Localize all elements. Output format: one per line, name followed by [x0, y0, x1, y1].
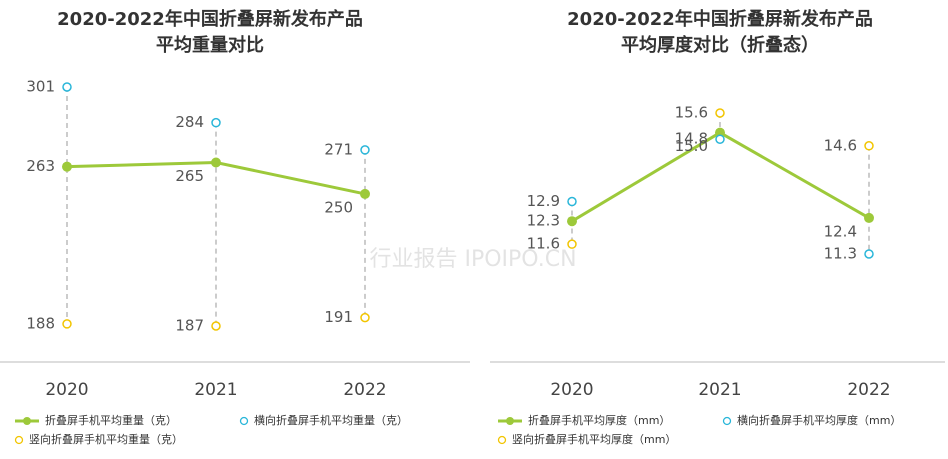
- value-label: 250: [324, 198, 353, 216]
- point: [360, 145, 370, 155]
- point: [62, 82, 72, 92]
- point: [211, 157, 221, 168]
- chart-title: 2020-2022年中国折叠屏新发布产品: [57, 8, 363, 30]
- point: [567, 216, 577, 227]
- point: [62, 161, 72, 172]
- point: [715, 108, 725, 118]
- legend-marker: [506, 417, 514, 425]
- value-label: 15.6: [675, 104, 708, 122]
- point: [211, 321, 221, 331]
- legend-label: 横向折叠屏手机平均厚度（mm）: [737, 413, 901, 427]
- chart-title: 平均重量对比: [156, 34, 264, 56]
- legend-label: 折叠屏手机平均重量（克）: [45, 413, 177, 427]
- point: [715, 127, 725, 138]
- point: [211, 117, 221, 128]
- point: [864, 212, 874, 223]
- value-label: 15.0: [675, 137, 708, 155]
- watermark: 行业报告 IPOIPO.CN: [369, 247, 576, 272]
- x-tick-label: 2022: [847, 380, 890, 400]
- point: [567, 239, 577, 249]
- x-tick-label: 2022: [343, 380, 386, 400]
- point: [864, 141, 874, 151]
- point: [715, 134, 725, 144]
- value-label: 284: [175, 113, 204, 131]
- chart-title: 2020-2022年中国折叠屏新发布产品: [567, 8, 873, 30]
- value-label: 11.6: [527, 235, 560, 253]
- value-label: 12.3: [527, 212, 560, 230]
- value-label: 271: [324, 140, 353, 158]
- x-tick-label: 2020: [550, 380, 593, 400]
- legend-marker: [23, 417, 31, 425]
- point: [567, 196, 577, 207]
- value-label: 12.4: [824, 222, 857, 240]
- point: [360, 188, 370, 199]
- x-tick-label: 2021: [698, 380, 741, 400]
- value-label: 301: [26, 78, 55, 96]
- chart-title: 平均厚度对比（折叠态）: [621, 34, 819, 56]
- value-label: 11.3: [824, 245, 857, 263]
- legend-label: 竖向折叠屏手机平均重量（克）: [29, 432, 183, 446]
- value-label: 14.6: [824, 136, 857, 154]
- value-label: 263: [26, 157, 55, 175]
- value-label: 265: [175, 167, 204, 185]
- value-label: 191: [324, 308, 353, 326]
- point: [62, 319, 72, 329]
- legend-label: 折叠屏手机平均厚度（mm）: [528, 413, 670, 427]
- x-tick-label: 2021: [194, 380, 237, 400]
- legend-marker: [239, 416, 249, 426]
- value-label: 188: [26, 314, 55, 332]
- point: [864, 249, 874, 259]
- legend-label: 横向折叠屏手机平均重量（克）: [254, 413, 408, 427]
- legend-marker: [497, 435, 507, 445]
- legend-marker: [722, 416, 732, 426]
- point: [360, 312, 370, 323]
- legend-label: 竖向折叠屏手机平均厚度（mm）: [512, 432, 676, 446]
- value-label: 12.9: [527, 192, 560, 210]
- value-label: 187: [175, 317, 204, 335]
- x-tick-label: 2020: [45, 380, 88, 400]
- legend-marker: [14, 435, 24, 445]
- value-label: 14.8: [675, 130, 708, 148]
